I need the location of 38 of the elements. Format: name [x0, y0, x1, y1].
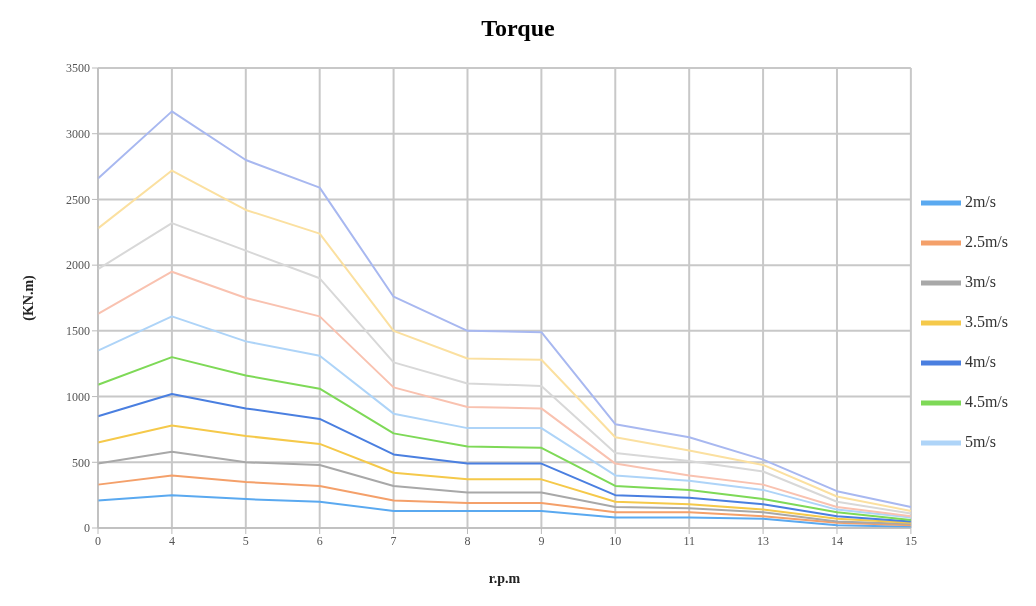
x-tick-label: 0: [95, 533, 101, 548]
x-tick-label: 5: [242, 533, 249, 548]
legend-label: 4.5m/s: [964, 392, 1008, 410]
x-tick-label: 7: [390, 533, 397, 548]
line-series: [97, 315, 912, 519]
y-tick-label: 3000: [66, 126, 90, 141]
line-series: [97, 392, 912, 523]
line-series: [97, 222, 912, 515]
x-tick-label: 10: [609, 533, 622, 548]
chart-title: Torque: [480, 14, 556, 43]
y-tick-label: 1000: [66, 389, 90, 404]
x-tick-label: 11: [683, 533, 695, 548]
y-tick-label: 2500: [66, 192, 90, 207]
y-tick-label: 2000: [66, 258, 90, 273]
line-series: [97, 424, 912, 524]
x-axis-title: r.p.m: [488, 571, 521, 586]
line-series: [97, 169, 912, 512]
y-tick-label: 3500: [66, 61, 90, 76]
line-series: [97, 110, 912, 508]
y-tick-label: 0: [84, 521, 90, 536]
legend-label: 3m/s: [964, 272, 996, 290]
x-tick-label: 14: [830, 533, 843, 548]
legend-label: 5m/s: [964, 432, 996, 450]
legend-label: 2.5m/s: [964, 232, 1008, 250]
x-tick-label: 15: [904, 533, 917, 548]
y-axis-title: (KN.m): [20, 274, 37, 321]
x-tick-label: 13: [757, 533, 770, 548]
line-series: [97, 270, 912, 518]
y-tick-label: 1500: [66, 324, 90, 339]
line-series: [97, 356, 912, 522]
x-tick-label: 9: [538, 533, 545, 548]
legend-label: 4m/s: [964, 352, 996, 370]
legend-label: 3.5m/s: [964, 312, 1008, 330]
legend-label: 2m/s: [964, 192, 996, 210]
x-tick-label: 6: [316, 533, 323, 548]
x-tick-label: 4: [168, 533, 175, 548]
x-tick-label: 8: [464, 533, 471, 548]
y-tick-label: 500: [72, 455, 90, 470]
